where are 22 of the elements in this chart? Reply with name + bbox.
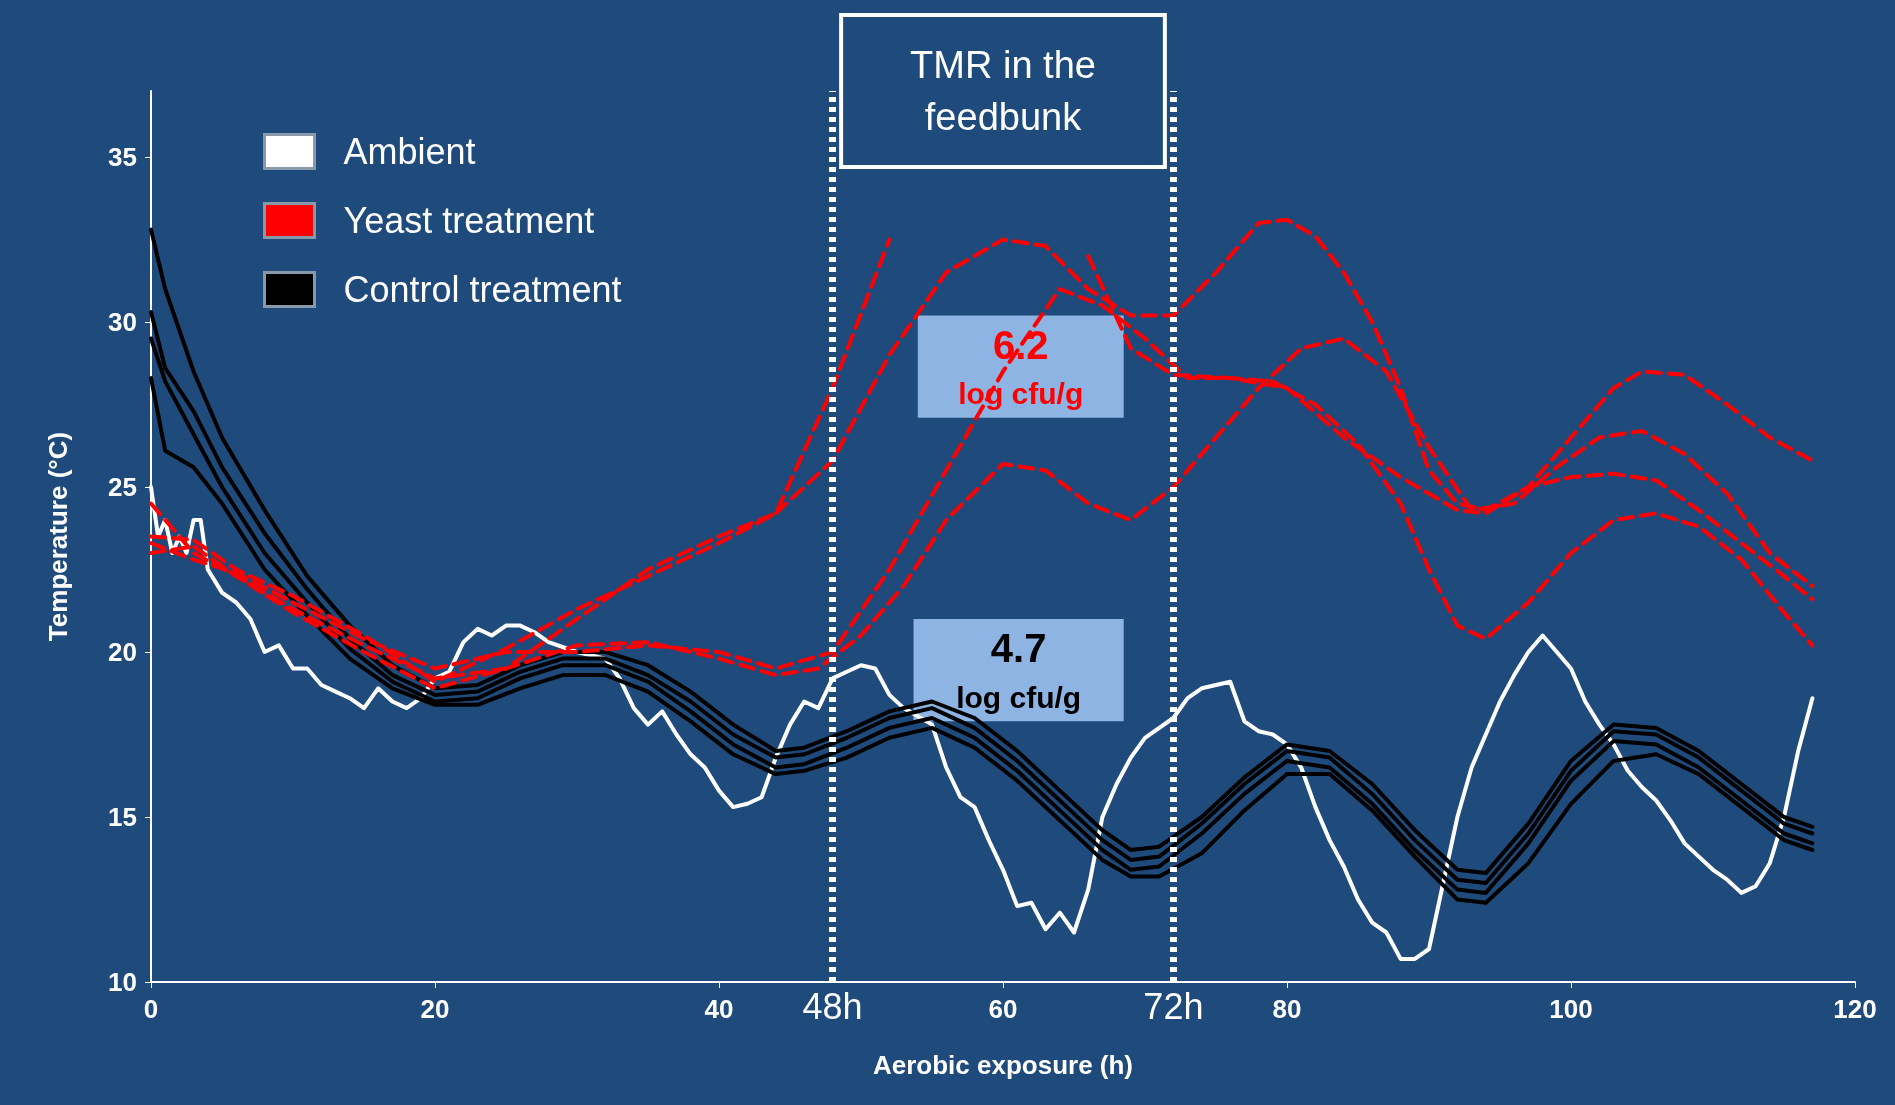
x-tick-label: 120	[1833, 994, 1877, 1024]
y-tick-label: 20	[108, 637, 137, 667]
x-tick-label: 40	[704, 994, 734, 1024]
legend-label: Yeast treatment	[343, 200, 595, 241]
y-tick-label: 30	[108, 307, 137, 337]
annotation: 4.7 log cfu/g	[956, 626, 1082, 714]
x-tick-label: 60	[988, 994, 1018, 1024]
y-tick-label: 25	[108, 472, 137, 502]
y-tick-label: 15	[108, 802, 137, 832]
legend-label: Ambient	[343, 131, 476, 172]
legend-label: Control treatment	[343, 269, 622, 310]
y-axis-title: Temperature (°C)	[43, 431, 73, 642]
x-tick-label: 20	[420, 994, 450, 1024]
ref-line-label: 72h	[1143, 985, 1204, 1027]
x-tick-label: 80	[1272, 994, 1302, 1024]
ref-line-label: 48h	[802, 985, 863, 1027]
y-tick-label: 35	[108, 142, 137, 172]
y-tick-label: 10	[108, 967, 137, 997]
annotation: TMR in the feedbunk	[910, 44, 1096, 138]
x-tick-label: 100	[1549, 994, 1593, 1024]
x-axis-title: Aerobic exposure (h)	[872, 1050, 1134, 1080]
x-tick-label: 0	[143, 994, 159, 1024]
